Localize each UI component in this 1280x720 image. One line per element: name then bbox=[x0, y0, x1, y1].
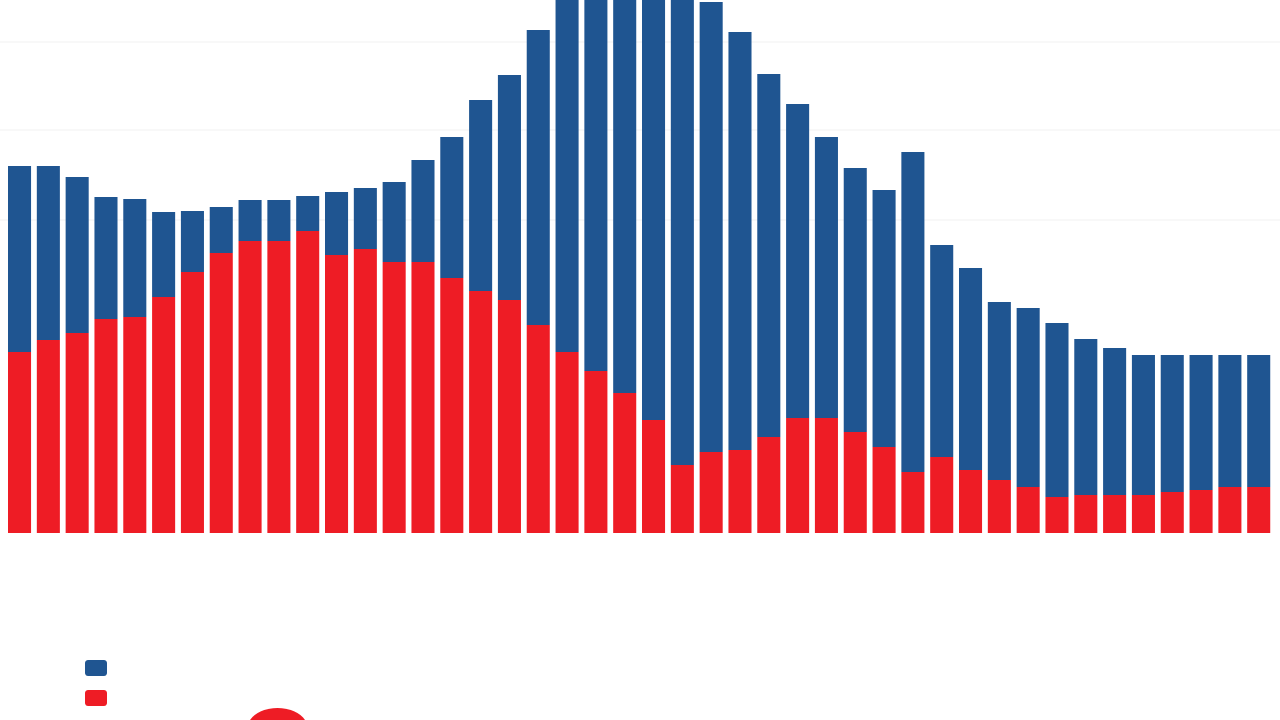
bar-segment bbox=[786, 418, 810, 533]
bar-segment bbox=[325, 255, 349, 533]
bar-segment bbox=[959, 268, 983, 470]
bar-segment bbox=[353, 249, 377, 533]
bar-segment bbox=[728, 450, 752, 533]
bar-segment bbox=[296, 196, 320, 231]
bar-segment bbox=[209, 253, 233, 533]
bar-segment bbox=[8, 352, 32, 533]
bar-segment bbox=[930, 457, 954, 533]
bar-segment bbox=[1131, 495, 1155, 533]
bar-segment bbox=[1016, 308, 1040, 487]
bar-segment bbox=[65, 177, 89, 333]
bar-segment bbox=[670, 0, 694, 465]
bar-segment bbox=[1103, 348, 1127, 495]
bar-segment bbox=[94, 197, 118, 319]
bar-segment bbox=[872, 447, 896, 533]
bar-segment bbox=[180, 272, 204, 533]
bar-segment bbox=[267, 241, 291, 533]
bar-segment bbox=[469, 100, 493, 291]
bar-segment bbox=[728, 32, 752, 450]
bar-segment bbox=[1247, 487, 1271, 533]
bar-segment bbox=[1189, 490, 1213, 533]
bar-segment bbox=[642, 420, 666, 533]
bar-segment bbox=[699, 1, 723, 452]
bar-segment bbox=[930, 245, 954, 457]
legend-swatch bbox=[85, 690, 107, 706]
bar-segment bbox=[382, 262, 406, 533]
bar-segment bbox=[1160, 492, 1184, 533]
bar-segment bbox=[325, 192, 349, 255]
bar-segment bbox=[36, 166, 60, 340]
bar-segment bbox=[584, 0, 608, 371]
bar-segment bbox=[901, 472, 925, 533]
bar-segment bbox=[152, 297, 176, 533]
bar-segment bbox=[1045, 323, 1069, 497]
legend-swatch bbox=[85, 660, 107, 676]
bar-segment bbox=[267, 200, 291, 241]
bar-segment bbox=[526, 325, 550, 533]
bar-segment bbox=[152, 212, 176, 297]
bar-segment bbox=[1074, 495, 1098, 533]
bar-segment bbox=[901, 152, 925, 472]
bar-segment bbox=[1160, 355, 1184, 492]
bar-segment bbox=[843, 432, 867, 533]
bar-segment bbox=[411, 160, 435, 262]
bar-segment bbox=[757, 74, 781, 437]
bar-segment bbox=[757, 437, 781, 533]
bar-segment bbox=[209, 207, 233, 253]
bar-segment bbox=[65, 333, 89, 533]
bar-segment bbox=[814, 137, 838, 418]
bar-segment bbox=[987, 302, 1011, 480]
bar-segment bbox=[411, 262, 435, 533]
bar-segment bbox=[440, 278, 464, 533]
bar-segment bbox=[555, 352, 579, 533]
bar-segment bbox=[699, 452, 723, 533]
bar-segment bbox=[353, 188, 377, 249]
bar-segment bbox=[1131, 355, 1155, 495]
bar-segment bbox=[1189, 355, 1213, 490]
bar-segment bbox=[555, 0, 579, 352]
bar-segment bbox=[670, 465, 694, 533]
bar-segment bbox=[613, 0, 637, 393]
bar-segment bbox=[469, 291, 493, 533]
bar-segment bbox=[8, 166, 32, 352]
bar-segment bbox=[36, 340, 60, 533]
bar-segment bbox=[123, 199, 147, 317]
bar-segment bbox=[786, 104, 810, 418]
bar-segment bbox=[440, 137, 464, 278]
bar-segment bbox=[1103, 495, 1127, 533]
bar-segment bbox=[1045, 497, 1069, 533]
bar-segment bbox=[872, 190, 896, 447]
bar-segment bbox=[1218, 487, 1242, 533]
decoration bbox=[250, 707, 305, 720]
bar-segment bbox=[497, 300, 521, 533]
bar-segment bbox=[843, 168, 867, 432]
bar-segment bbox=[1247, 355, 1271, 487]
bar-segment bbox=[1218, 355, 1242, 487]
bar-segment bbox=[1016, 487, 1040, 533]
bar-segment bbox=[123, 317, 147, 533]
bar-segment bbox=[814, 418, 838, 533]
bar-segment bbox=[238, 200, 262, 241]
bar-segment bbox=[382, 182, 406, 262]
bar-segment bbox=[526, 30, 550, 325]
bar-segment bbox=[238, 241, 262, 533]
bar-segment bbox=[94, 319, 118, 533]
bar-segment bbox=[180, 211, 204, 272]
bar-segment bbox=[613, 393, 637, 533]
bar-segment bbox=[497, 75, 521, 300]
bar-segment bbox=[1074, 339, 1098, 495]
bar-segment bbox=[296, 231, 320, 533]
bar-segment bbox=[987, 480, 1011, 533]
bar-segment bbox=[584, 371, 608, 533]
bar-segment bbox=[959, 470, 983, 533]
bar-segment bbox=[642, 0, 666, 420]
